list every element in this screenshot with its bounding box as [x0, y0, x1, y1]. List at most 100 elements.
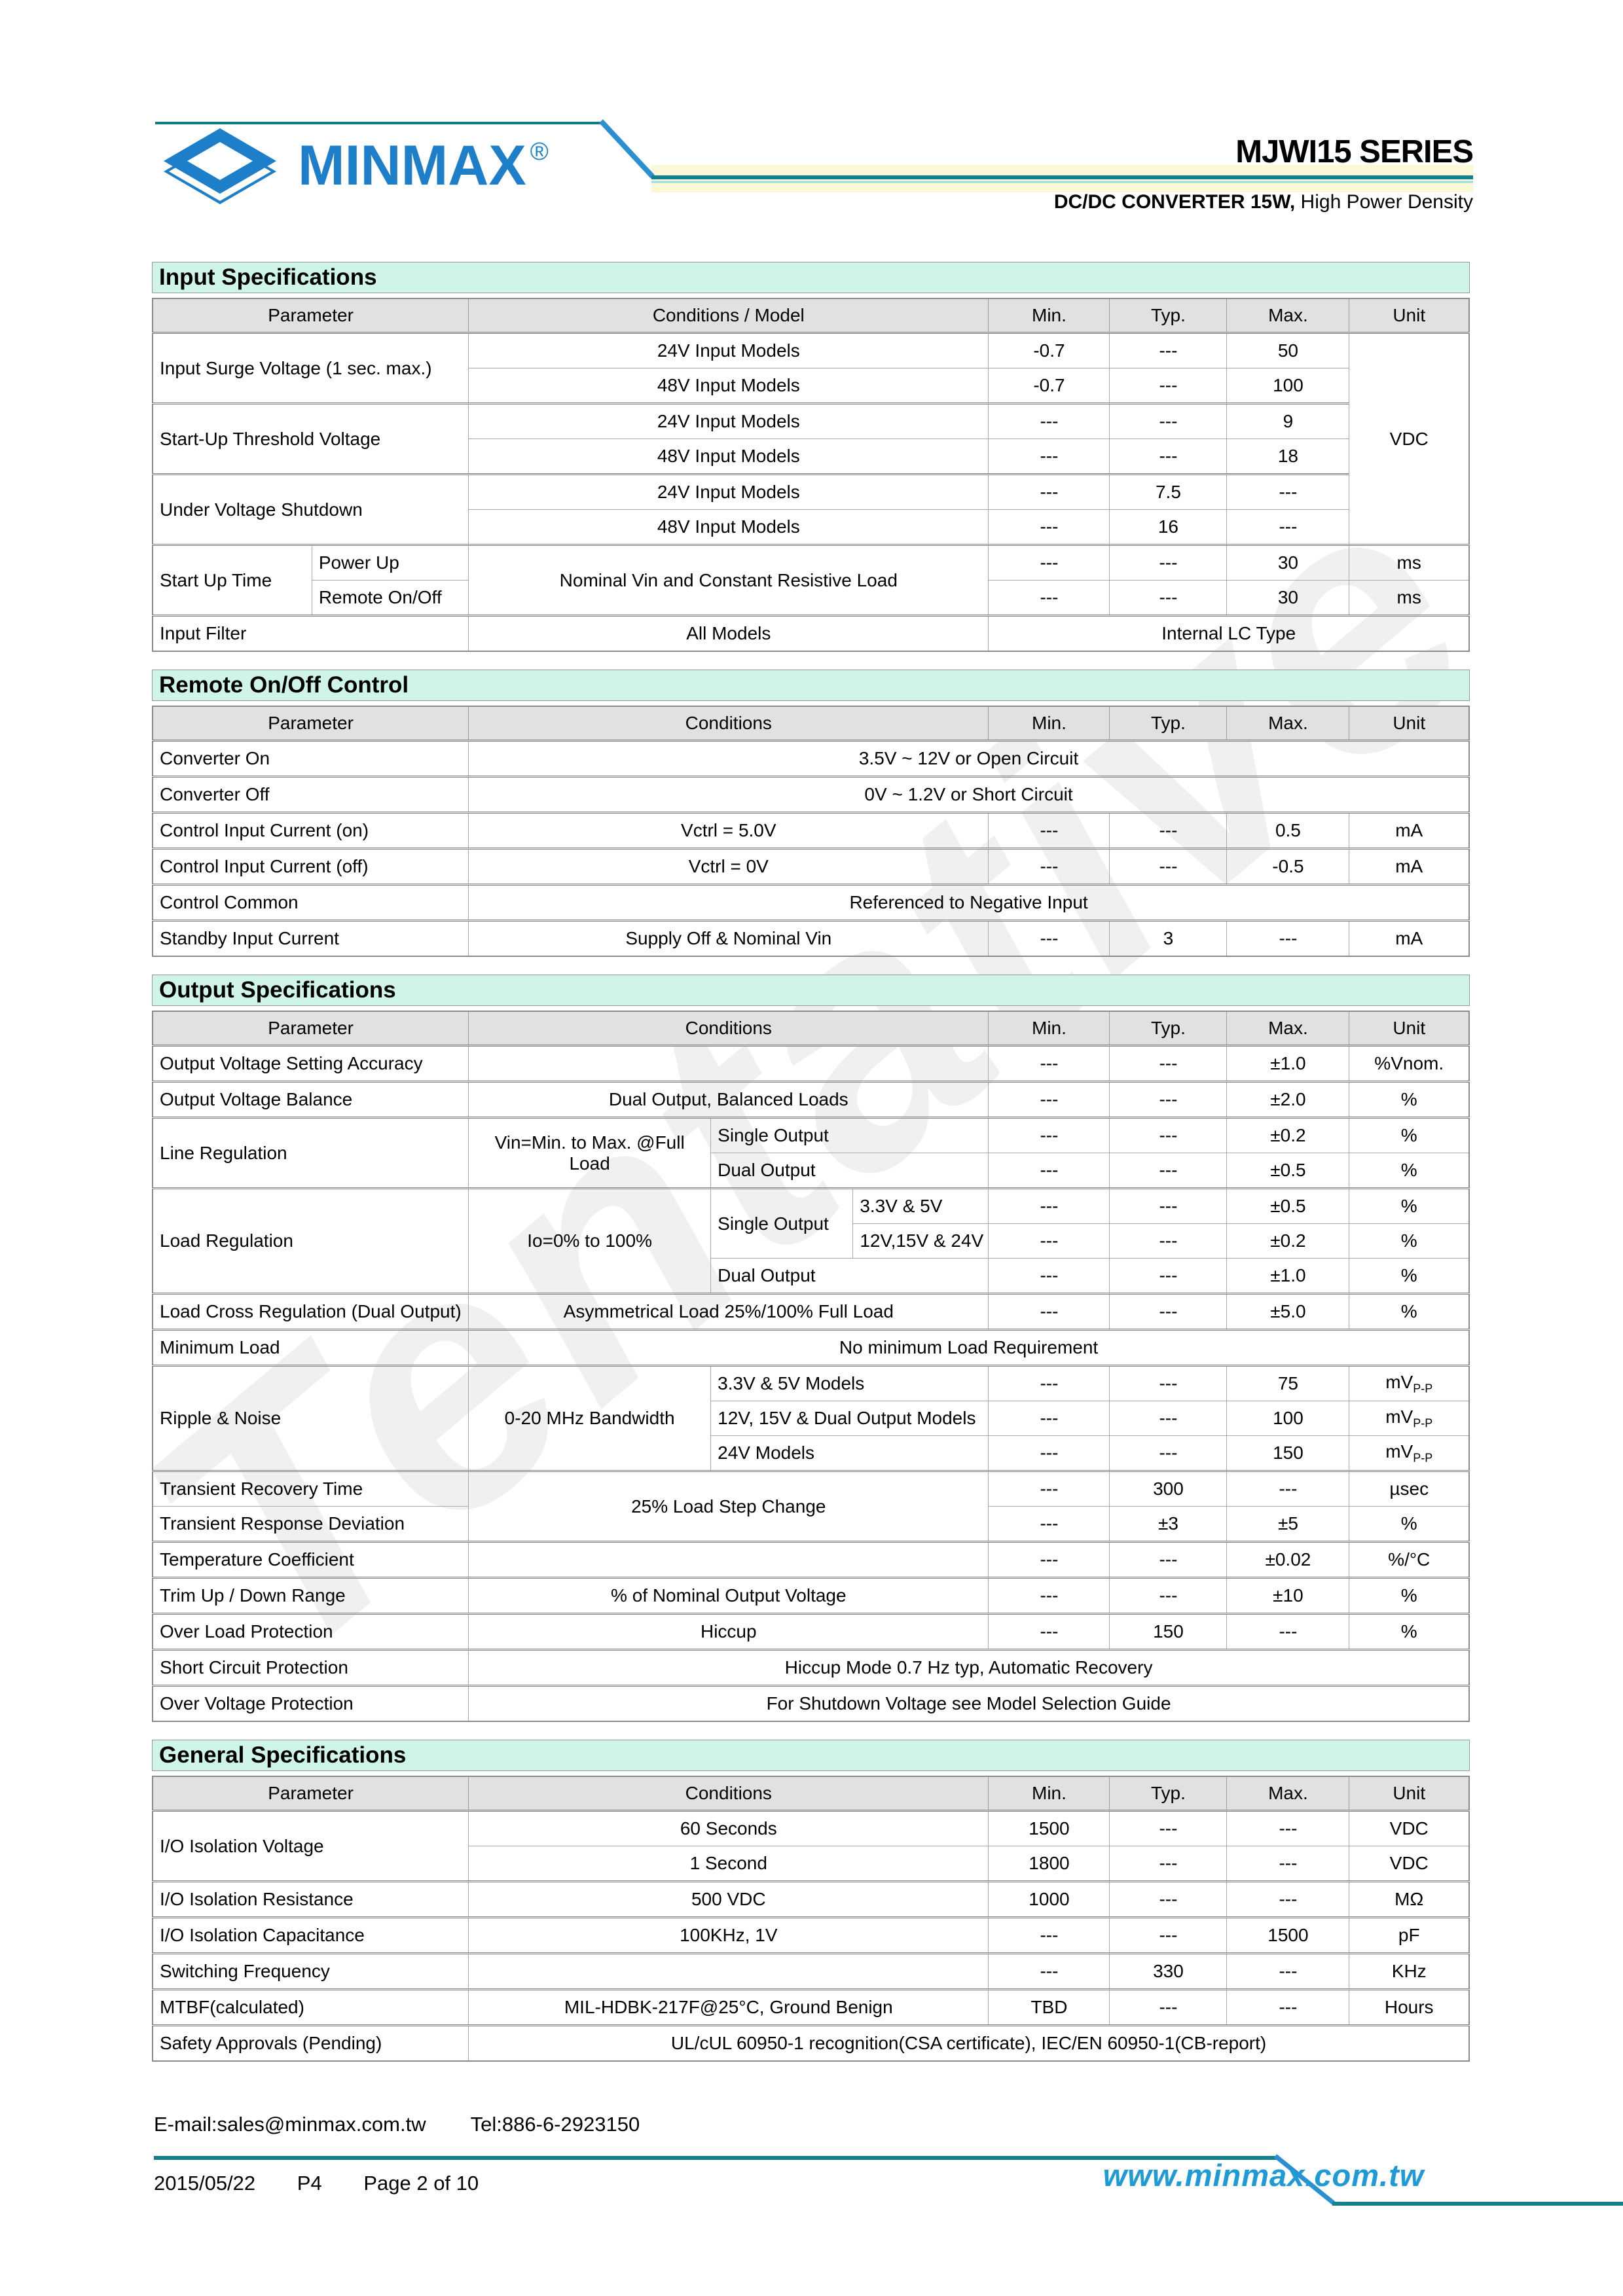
param-cell: Minimum Load	[152, 1329, 469, 1366]
table-row: 12V, 15V & Dual Output Models --- --- 10…	[153, 1401, 1470, 1436]
param-cell: I/O Isolation Voltage	[152, 1810, 469, 1882]
table-row: Load Regulation Io=0% to 100% Single Out…	[152, 1187, 1470, 1294]
max-cell: 1500	[1226, 1916, 1350, 1954]
unit-cell: %	[1349, 1187, 1470, 1224]
typ-cell: ---	[1109, 1401, 1228, 1436]
table-row: Ripple & Noise 0-20 MHz Bandwidth 3.3V &…	[152, 1365, 1470, 1471]
cond-sub-cell: 24V Models	[710, 1435, 989, 1471]
table-row: 48V Input Models --- 16 ---	[153, 509, 1469, 545]
cond-cell: 24V Input Models	[468, 332, 989, 368]
table-row: 1 Second 1800 --- --- VDC	[153, 1846, 1470, 1882]
unit-cell: VDC	[1349, 332, 1470, 545]
max-cell: ±1.0	[1226, 1258, 1350, 1294]
max-cell: ---	[1226, 1880, 1350, 1918]
col-header-max: Max.	[1226, 298, 1350, 334]
table-row: Over Voltage Protection For Shutdown Vol…	[152, 1685, 1470, 1722]
email-link[interactable]: E-mail:sales@minmax.com.tw	[154, 2113, 426, 2136]
typ-cell: ---	[1109, 848, 1228, 885]
table-row: Switching Frequency --- 330 --- KHz	[152, 1952, 1470, 1990]
typ-cell: ---	[1109, 1153, 1228, 1189]
unit-cell: %	[1349, 1293, 1470, 1330]
max-cell: 30	[1226, 544, 1350, 581]
span-cell: Internal LC Type	[988, 615, 1470, 652]
max-cell: ---	[1226, 1846, 1350, 1882]
param-cell: Input Surge Voltage (1 sec. max.)	[152, 332, 469, 404]
cond-sub-cell: Single Output	[710, 1117, 989, 1153]
table-row: I/O Isolation Resistance 500 VDC 1000 --…	[152, 1880, 1470, 1918]
max-cell: ±5.0	[1226, 1293, 1350, 1330]
cond-cell: 24V Input Models	[468, 403, 989, 439]
table-row: Temperature Coefficient --- --- ±0.02 %/…	[152, 1541, 1470, 1578]
table-row: Input Filter All Models Internal LC Type	[152, 615, 1470, 652]
unit-cell: ms	[1349, 544, 1470, 581]
cond-cell: Dual Output, Balanced Loads	[468, 1081, 989, 1118]
table-header-row: Parameter Conditions Min. Typ. Max. Unit	[152, 1011, 1470, 1047]
typ-cell: ---	[1109, 1846, 1228, 1882]
min-cell: ---	[988, 1506, 1110, 1542]
typ-cell: 3	[1109, 920, 1228, 957]
col-header-conditions: Conditions / Model	[468, 298, 989, 334]
cond-sub2-cell: 12V,15V & 24V	[852, 1223, 989, 1259]
table-row: Safety Approvals (Pending) UL/cUL 60950-…	[152, 2024, 1470, 2062]
col-header-conditions: Conditions	[468, 1011, 989, 1047]
param-cell: Switching Frequency	[152, 1952, 469, 1990]
typ-cell: ---	[1109, 403, 1228, 439]
min-cell: ---	[988, 1153, 1110, 1189]
cond-cell: 1 Second	[468, 1846, 989, 1882]
typ-cell: ---	[1109, 439, 1228, 475]
cond-cell: 48V Input Models	[468, 368, 989, 404]
input-spec-table: Parameter Conditions / Model Min. Typ. M…	[152, 298, 1470, 652]
cond-sub-cell: Single Output	[710, 1187, 854, 1259]
typ-cell: ---	[1109, 1365, 1228, 1401]
min-cell: ---	[988, 920, 1110, 957]
typ-cell: ---	[1109, 368, 1228, 404]
col-header-typ: Typ.	[1109, 706, 1228, 742]
typ-cell: 150	[1109, 1613, 1228, 1650]
min-cell: ---	[988, 1293, 1110, 1330]
min-cell: ---	[988, 473, 1110, 510]
table-row: Remote On/Off --- --- 30 ms	[153, 580, 1470, 616]
table-row: Output Voltage Setting Accuracy --- --- …	[152, 1045, 1470, 1082]
unit-cell: mA	[1349, 920, 1470, 957]
min-cell: ---	[988, 1117, 1110, 1153]
max-cell: 50	[1226, 332, 1350, 368]
col-header-max: Max.	[1226, 1776, 1350, 1812]
table-row: 48V Input Models -0.7 --- 100	[153, 368, 1469, 404]
page-subtitle: DC/DC CONVERTER 15W, High Power Density	[1053, 191, 1473, 213]
website-link[interactable]: www.minmax.com.tw	[1103, 2158, 1425, 2193]
max-cell: 30	[1226, 580, 1350, 616]
table-row: 48V Input Models --- --- 18	[153, 439, 1469, 475]
max-cell: -0.5	[1226, 848, 1350, 885]
cond-cell	[468, 1952, 989, 1990]
footer-date-line: 2015/05/22 P4 Page 2 of 10	[154, 2172, 515, 2195]
max-cell: 9	[1226, 403, 1350, 439]
general-specifications-section: General Specifications Parameter Conditi…	[152, 1740, 1470, 2062]
param-cell: Control Input Current (on)	[152, 812, 469, 849]
cond-cell	[468, 1045, 989, 1082]
min-cell: -0.7	[988, 332, 1110, 368]
col-header-min: Min.	[988, 298, 1110, 334]
table-row: Start-Up Threshold Voltage 24V Input Mod…	[152, 403, 1469, 475]
table-row: Converter Off 0V ~ 1.2V or Short Circuit	[152, 776, 1470, 813]
col-header-typ: Typ.	[1109, 298, 1228, 334]
cond-cell: 60 Seconds	[468, 1810, 989, 1846]
table-header-row: Parameter Conditions Min. Typ. Max. Unit	[152, 1776, 1470, 1812]
param-cell: Start-Up Threshold Voltage	[152, 403, 469, 475]
cond-cell: 25% Load Step Change	[468, 1470, 989, 1542]
cond-cell: Asymmetrical Load 25%/100% Full Load	[468, 1293, 989, 1330]
typ-cell: ---	[1109, 1988, 1228, 2026]
remote-onoff-table: Parameter Conditions Min. Typ. Max. Unit…	[152, 706, 1470, 957]
unit-cell: %	[1349, 1577, 1470, 1614]
col-header-typ: Typ.	[1109, 1011, 1228, 1047]
typ-cell: ---	[1109, 1187, 1228, 1224]
table-row: 24V Models --- --- 150 mVP-P	[153, 1435, 1470, 1471]
param-cell: Converter On	[152, 740, 469, 777]
min-cell: ---	[988, 1365, 1110, 1401]
unit-cell: µsec	[1349, 1470, 1470, 1507]
cond-cell: Vctrl = 5.0V	[468, 812, 989, 849]
col-header-unit: Unit	[1349, 706, 1470, 742]
max-cell: ---	[1226, 1952, 1350, 1990]
min-cell: ---	[988, 509, 1110, 545]
param-cell: Over Voltage Protection	[152, 1685, 469, 1722]
cond-cell: Hiccup	[468, 1613, 989, 1650]
